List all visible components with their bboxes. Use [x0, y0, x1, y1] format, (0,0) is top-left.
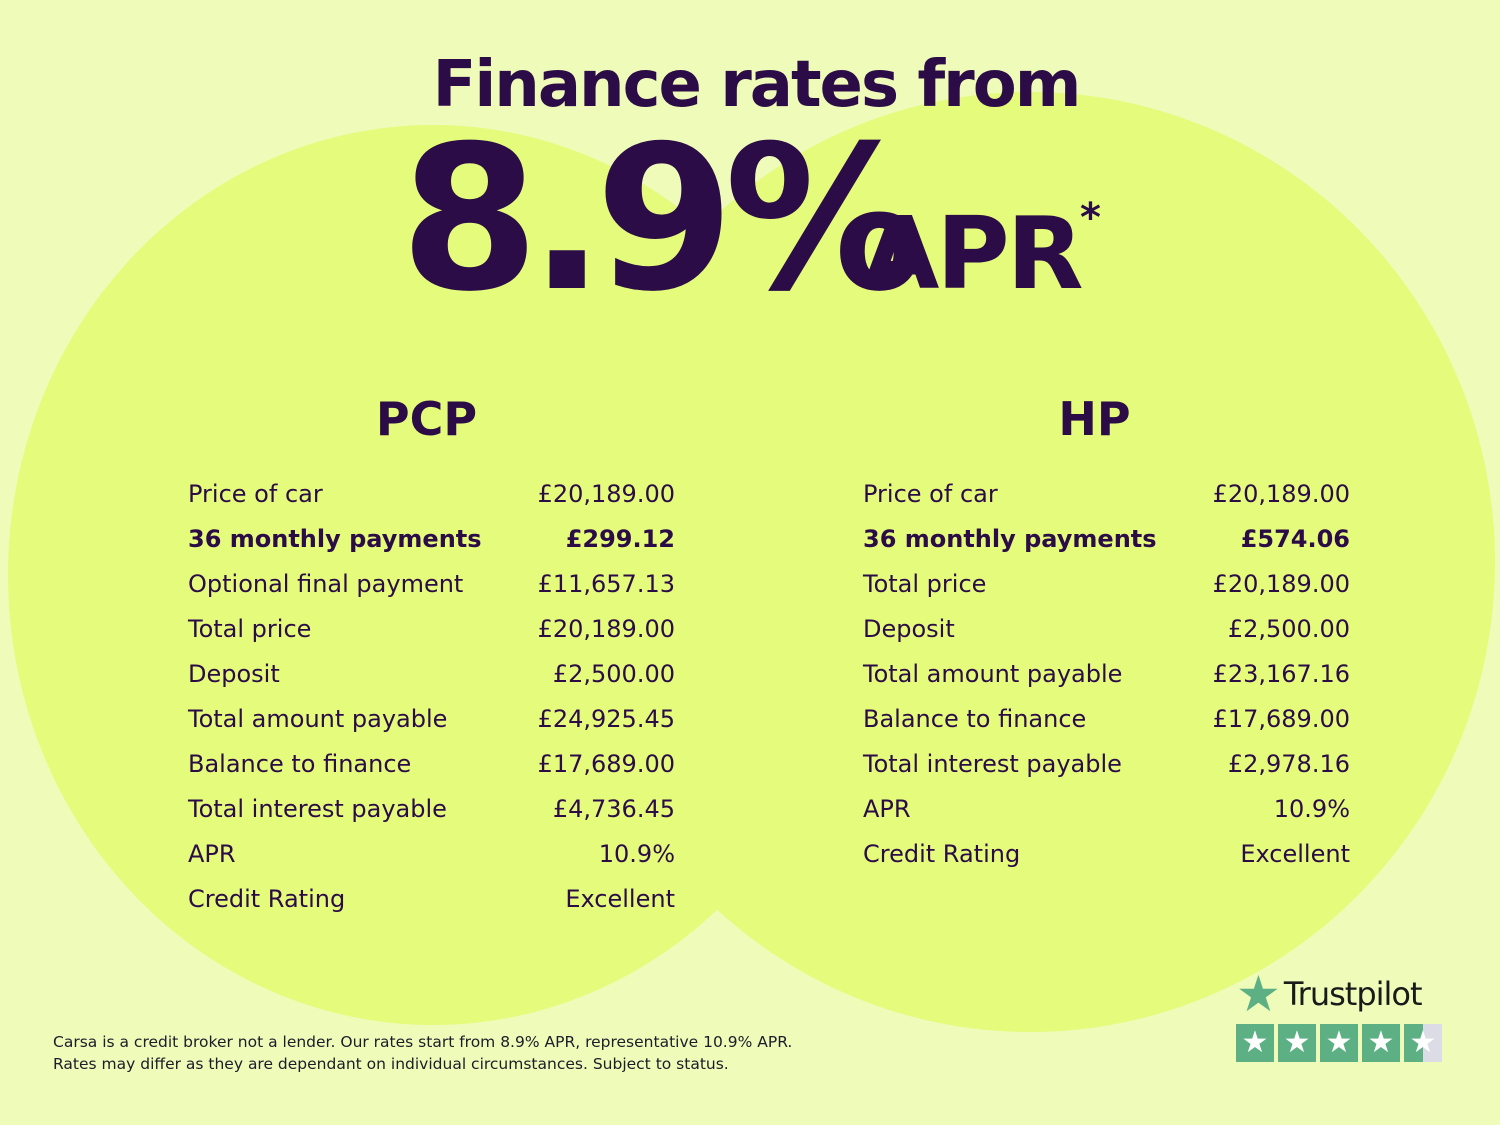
star-icon: ★ — [1278, 1024, 1316, 1062]
table-row: 36 monthly payments £299.12 — [188, 517, 675, 562]
row-label: Optional final payment — [188, 570, 464, 598]
rate-value: 8.9% — [400, 103, 925, 336]
row-label: Balance to finance — [188, 750, 412, 778]
row-value: 10.9% — [1273, 795, 1350, 823]
table-row: Credit Rating Excellent — [188, 877, 675, 922]
row-value: £20,189.00 — [1212, 570, 1350, 598]
disclaimer-line-1: Carsa is a credit broker not a lender. O… — [53, 1033, 793, 1051]
row-value: £11,657.13 — [537, 570, 675, 598]
row-label: Deposit — [188, 660, 280, 688]
star-icon: ★ — [1236, 1024, 1274, 1062]
pcp-table: PCP Price of car £20,189.00 36 monthly pay… — [188, 392, 675, 922]
row-label: 36 monthly payments — [863, 525, 1157, 553]
row-value: £20,189.00 — [537, 615, 675, 643]
row-value: £20,189.00 — [1212, 480, 1350, 508]
apr-label: APR — [862, 195, 1084, 312]
row-value: £4,736.45 — [552, 795, 675, 823]
row-value: 10.9% — [598, 840, 675, 868]
row-label: Deposit — [863, 615, 955, 643]
trustpilot-rating: ★ ★ ★ ★ ★ — [1236, 1024, 1442, 1062]
table-row: Total interest payable £4,736.45 — [188, 787, 675, 832]
table-row: APR 10.9% — [188, 832, 675, 877]
hp-heading: HP — [1058, 392, 1131, 446]
table-row: Deposit £2,500.00 — [863, 607, 1350, 652]
row-value: £2,978.16 — [1227, 750, 1350, 778]
table-row: Deposit £2,500.00 — [188, 652, 675, 697]
row-value: £17,689.00 — [1212, 705, 1350, 733]
table-row: Total price £20,189.00 — [188, 607, 675, 652]
row-label: Balance to finance — [863, 705, 1087, 733]
row-label: APR — [188, 840, 236, 868]
table-row: Credit Rating Excellent — [863, 832, 1350, 877]
row-label: Price of car — [188, 480, 323, 508]
hp-table: HP Price of car £20,189.00 36 monthly paym… — [863, 392, 1350, 877]
row-label: Credit Rating — [188, 885, 346, 913]
table-row: APR 10.9% — [863, 787, 1350, 832]
trustpilot-name: Trustpilot — [1283, 975, 1423, 1013]
row-label: Total amount payable — [188, 705, 448, 733]
row-label: Total interest payable — [188, 795, 447, 823]
table-row: Balance to finance £17,689.00 — [863, 697, 1350, 742]
row-value: £299.12 — [565, 525, 675, 553]
table-row: Optional final payment £11,657.13 — [188, 562, 675, 607]
row-label: 36 monthly payments — [188, 525, 482, 553]
table-row: Price of car £20,189.00 — [863, 472, 1350, 517]
row-value: £574.06 — [1240, 525, 1350, 553]
row-label: Credit Rating — [863, 840, 1021, 868]
table-row: Total interest payable £2,978.16 — [863, 742, 1350, 787]
disclaimer-line-2: Rates may differ as they are dependant o… — [53, 1055, 729, 1073]
table-row: Balance to finance £17,689.00 — [188, 742, 675, 787]
star-icon: ★ — [1362, 1024, 1400, 1062]
disclaimer: Carsa is a credit broker not a lender. O… — [53, 1031, 792, 1075]
trustpilot-logo: ★ Trustpilot — [1236, 965, 1442, 1023]
row-label: Total price — [863, 570, 987, 598]
row-label: Total interest payable — [863, 750, 1122, 778]
row-value: £23,167.16 — [1212, 660, 1350, 688]
row-label: Total price — [188, 615, 312, 643]
row-value: £20,189.00 — [537, 480, 675, 508]
pcp-heading: PCP — [375, 392, 478, 446]
row-label: Price of car — [863, 480, 998, 508]
table-row: 36 monthly payments £574.06 — [863, 517, 1350, 562]
trustpilot-star-icon: ★ — [1236, 965, 1281, 1023]
star-icon: ★ — [1320, 1024, 1358, 1062]
headline: Finance rates from — [432, 48, 1082, 122]
trustpilot-badge[interactable]: ★ Trustpilot ★ ★ ★ ★ ★ — [1236, 965, 1442, 1062]
row-value: £24,925.45 — [537, 705, 675, 733]
row-value: Excellent — [1240, 840, 1350, 868]
row-label: APR — [863, 795, 911, 823]
table-row: Total amount payable £24,925.45 — [188, 697, 675, 742]
background-circle-right — [565, 92, 1495, 1032]
row-value: Excellent — [565, 885, 675, 913]
table-row: Price of car £20,189.00 — [188, 472, 675, 517]
table-row: Total amount payable £23,167.16 — [863, 652, 1350, 697]
table-row: Total price £20,189.00 — [863, 562, 1350, 607]
star-icon: ★ — [1404, 1024, 1442, 1062]
row-value: £2,500.00 — [1227, 615, 1350, 643]
row-value: £17,689.00 — [537, 750, 675, 778]
row-value: £2,500.00 — [552, 660, 675, 688]
asterisk: * — [1080, 195, 1101, 241]
row-label: Total amount payable — [863, 660, 1123, 688]
